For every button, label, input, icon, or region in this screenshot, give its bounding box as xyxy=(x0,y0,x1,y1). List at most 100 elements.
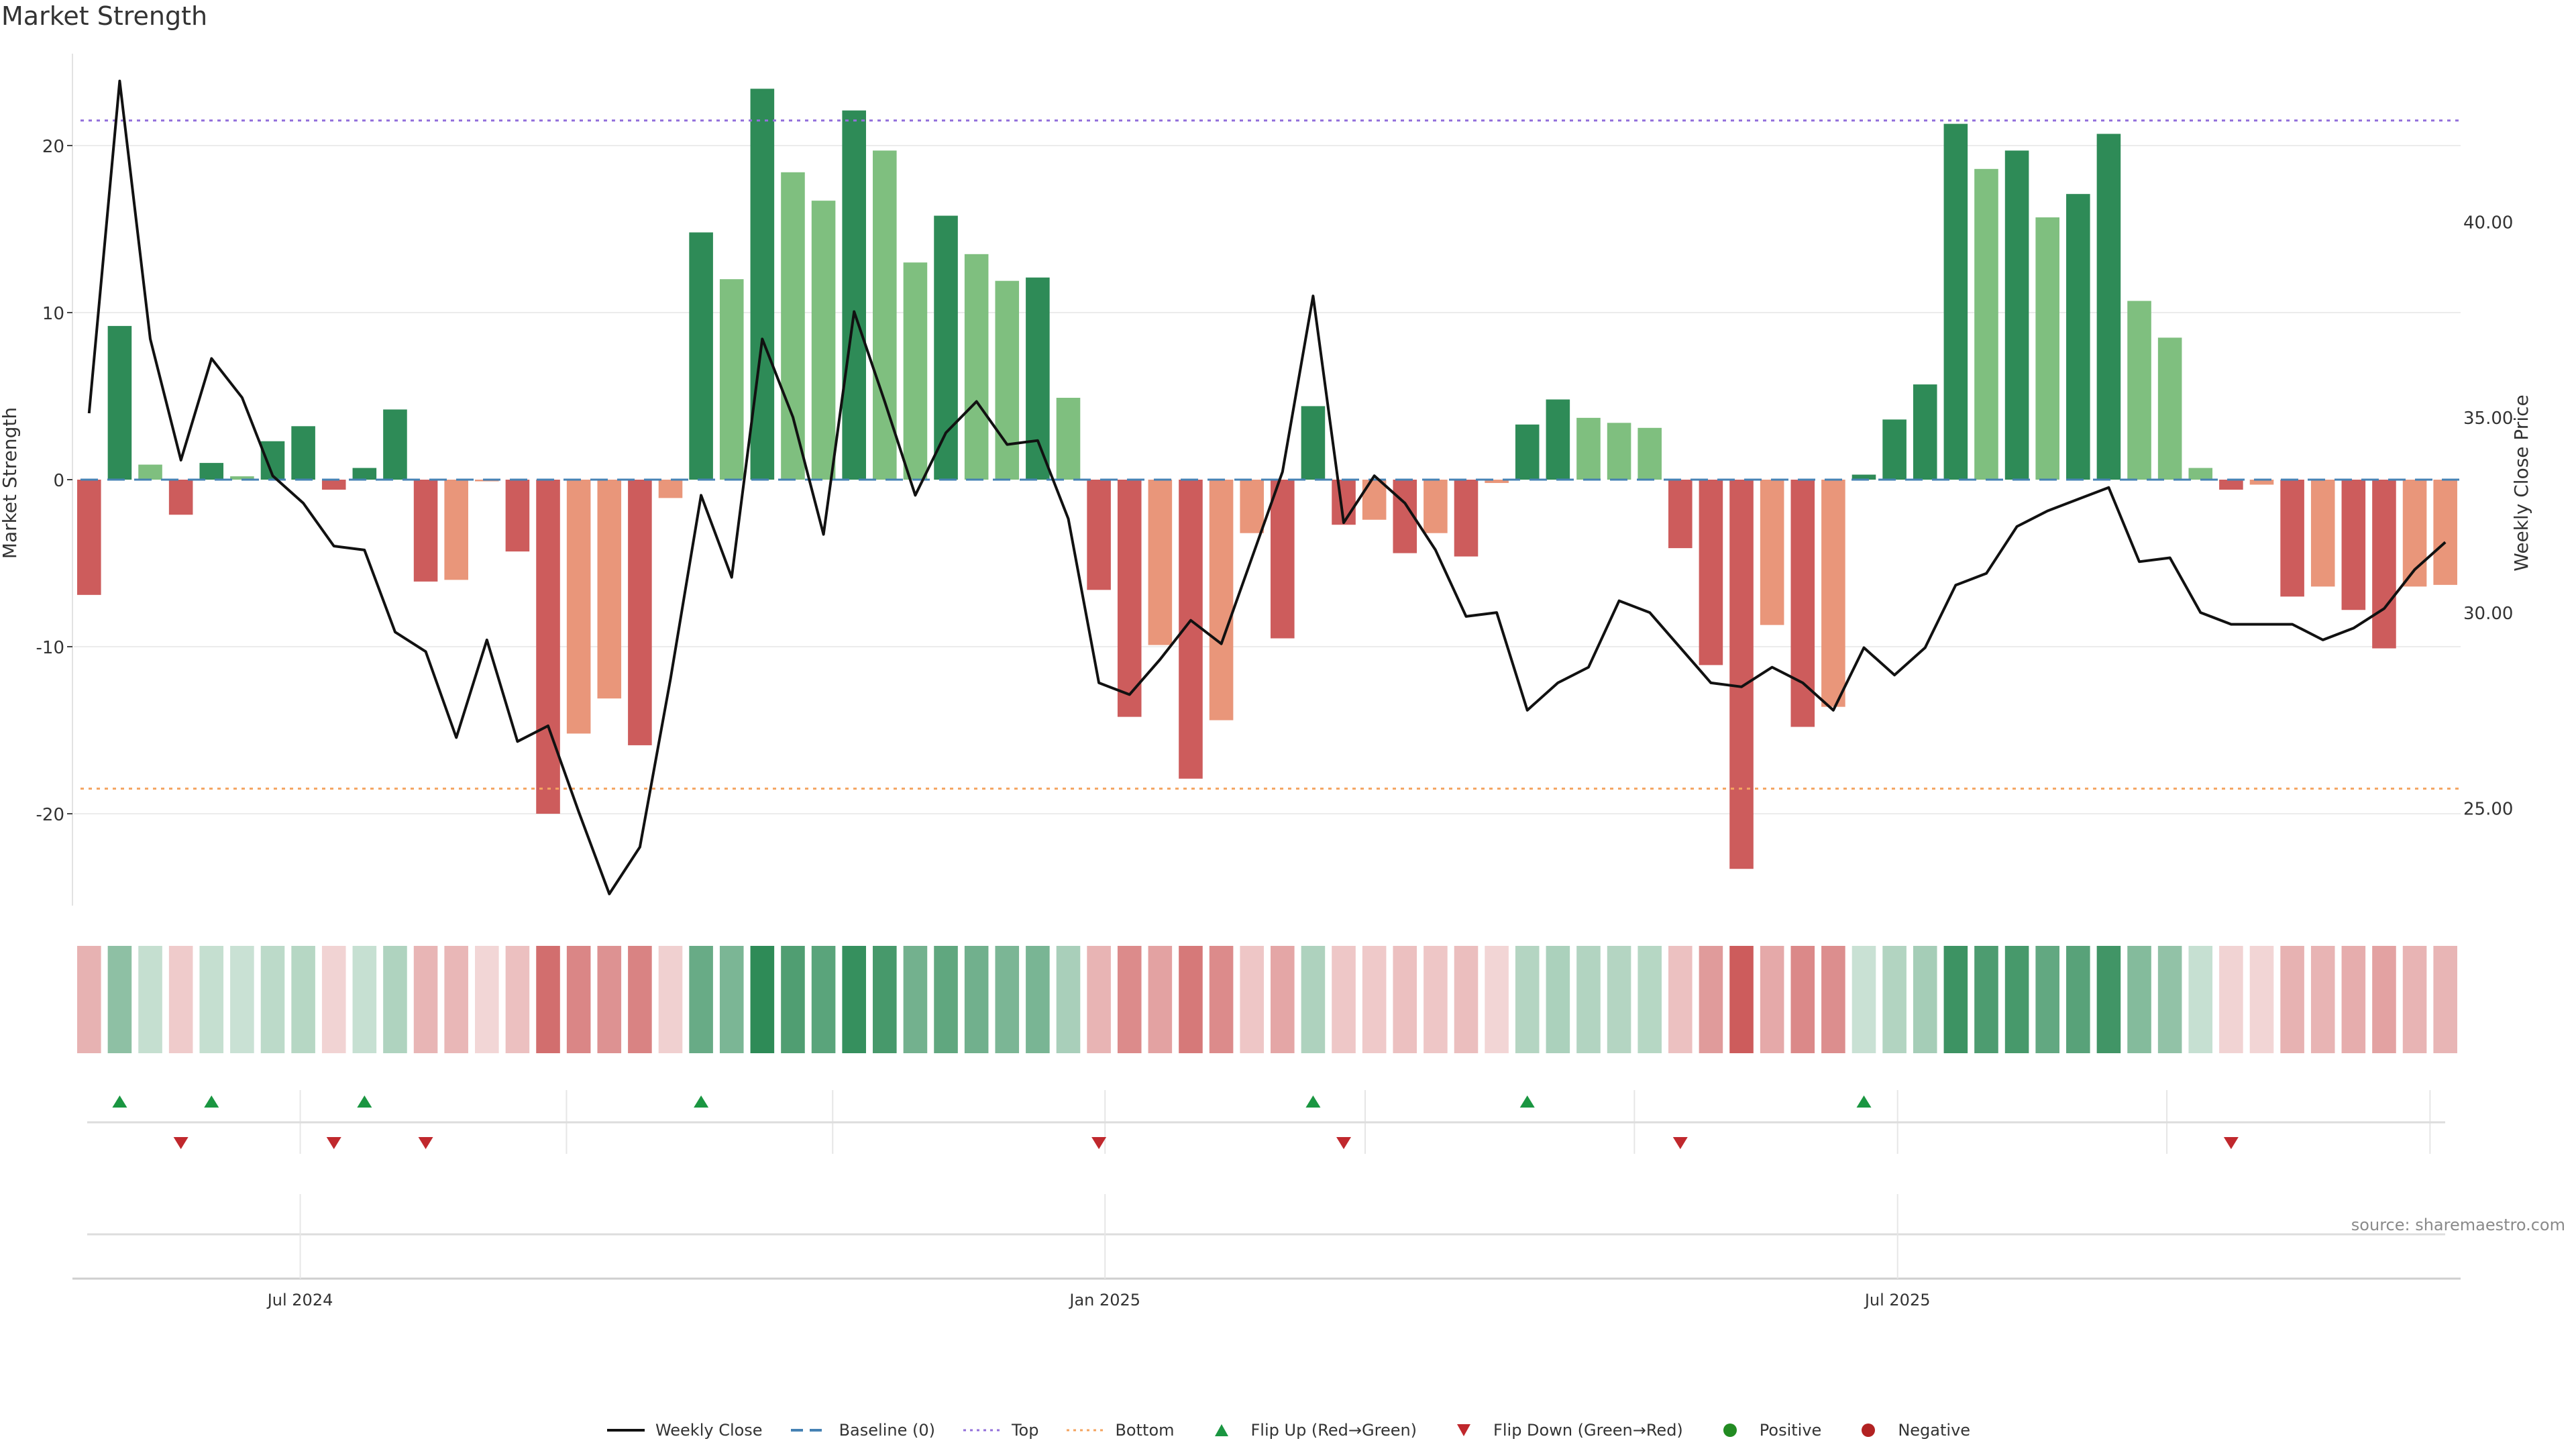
heat-cell xyxy=(2188,946,2213,1053)
flip-up-marker xyxy=(112,1095,127,1108)
strength-bar xyxy=(291,426,315,480)
strength-bar xyxy=(1424,480,1448,533)
strength-bar xyxy=(1760,480,1784,625)
x-tick-label: Jul 2025 xyxy=(1864,1291,1931,1309)
weekly-close-point xyxy=(209,356,213,360)
strength-bar xyxy=(903,262,928,480)
strength-bar xyxy=(689,232,713,480)
weekly-close-point xyxy=(607,892,611,896)
strength-bar xyxy=(658,480,683,498)
strength-bar xyxy=(2004,150,2029,480)
flip-down-marker xyxy=(1336,1137,1352,1149)
legend-item: Flip Up (Red→Green) xyxy=(1201,1421,1417,1440)
flip-up-marker xyxy=(204,1095,219,1108)
legend-item: Bottom xyxy=(1065,1421,1175,1440)
heat-cell xyxy=(934,946,958,1053)
weekly-close-point xyxy=(1281,470,1285,474)
strength-bar xyxy=(1362,480,1387,520)
weekly-close-point xyxy=(1311,294,1315,298)
y-tick-label: -10 xyxy=(36,638,64,658)
weekly-close-point xyxy=(1342,521,1346,525)
strength-bar xyxy=(1454,480,1479,557)
weekly-close-point xyxy=(1953,583,1957,587)
strength-bar xyxy=(811,201,836,480)
weekly-close-point xyxy=(2260,623,2264,627)
strength-bar xyxy=(1668,480,1693,549)
heat-cell xyxy=(1117,946,1142,1053)
weekly-close-point xyxy=(1739,685,1743,689)
strength-bar xyxy=(2372,480,2396,649)
heat-cell xyxy=(2096,946,2121,1053)
y2-tick-label: 40.00 xyxy=(2463,213,2513,233)
weekly-close-point xyxy=(2076,497,2080,501)
heat-cell xyxy=(505,946,530,1053)
strength-bar xyxy=(1056,397,1081,480)
y2-tick-label: 35.00 xyxy=(2463,409,2513,429)
heat-cell xyxy=(1332,946,1356,1053)
strength-bar xyxy=(2188,468,2213,480)
y-tick-label: 20 xyxy=(42,137,64,157)
weekly-close-point xyxy=(148,337,152,341)
weekly-close-point xyxy=(301,501,305,505)
strength-bar xyxy=(1729,480,1754,869)
strength-bar xyxy=(1117,480,1142,717)
weekly-close-point xyxy=(515,739,519,743)
weekly-close-point xyxy=(271,474,275,478)
weekly-close-point xyxy=(1434,548,1438,552)
flip-markers-panel xyxy=(87,1090,2445,1154)
x-tick-label: Jan 2025 xyxy=(1068,1291,1140,1309)
page-title: Market Strength xyxy=(1,1,208,31)
heat-cell xyxy=(475,946,499,1053)
heat-cell xyxy=(1821,946,1845,1053)
y-tick-label: 0 xyxy=(53,471,64,491)
strength-bar xyxy=(77,480,101,595)
heat-cell xyxy=(628,946,652,1053)
weekly-close-point xyxy=(2106,486,2110,490)
weekly-close-point xyxy=(2321,638,2325,642)
heat-cell xyxy=(964,946,989,1053)
strength-bar xyxy=(1851,474,1876,480)
weekly-close-point xyxy=(1556,681,1560,685)
heat-cell xyxy=(1240,946,1264,1053)
weekly-close-point xyxy=(332,544,336,548)
heat-cell xyxy=(168,946,193,1053)
weekly-close-point xyxy=(1678,646,1682,650)
strength-bar xyxy=(107,325,132,480)
strength-bar xyxy=(1790,480,1815,727)
strength-bar xyxy=(168,480,193,515)
weekly-close-point xyxy=(2229,623,2233,627)
legend-item: Positive xyxy=(1710,1421,1821,1440)
strength-bar xyxy=(413,480,438,582)
heat-cell xyxy=(536,946,560,1053)
strength-bar xyxy=(199,463,224,480)
heat-cell xyxy=(1393,946,1417,1053)
y-tick-label: -20 xyxy=(36,805,64,825)
legend-swatch-icon xyxy=(790,1429,828,1432)
heat-cell xyxy=(1851,946,1876,1053)
weekly-close-line xyxy=(87,79,2447,896)
flip-up-marker xyxy=(1856,1095,1872,1108)
y2-axis-label: Weekly Close Price xyxy=(2510,394,2532,571)
heat-cell xyxy=(1546,946,1570,1053)
heat-cell xyxy=(2157,946,2182,1053)
heat-cell xyxy=(321,946,346,1053)
lower-panel xyxy=(72,1194,2461,1280)
weekly-close-point xyxy=(1617,599,1621,603)
weekly-close-point xyxy=(2413,568,2417,572)
legend-swatch-icon xyxy=(1067,1429,1105,1432)
weekly-close-point xyxy=(454,735,458,739)
heat-cell xyxy=(1485,946,1509,1053)
heat-cell xyxy=(199,946,224,1053)
weekly-close-point xyxy=(791,415,795,419)
weekly-close-point xyxy=(2198,610,2202,614)
weekly-close-point xyxy=(944,431,948,435)
heat-cell xyxy=(2341,946,2366,1053)
weekly-close-point xyxy=(424,649,428,653)
strength-bar xyxy=(1240,480,1264,533)
legend-swatch-icon xyxy=(963,1429,1001,1432)
heat-cell xyxy=(260,946,285,1053)
flip-up-marker xyxy=(357,1095,372,1108)
weekly-close-point xyxy=(638,845,642,849)
weekly-close-point xyxy=(1403,501,1407,505)
